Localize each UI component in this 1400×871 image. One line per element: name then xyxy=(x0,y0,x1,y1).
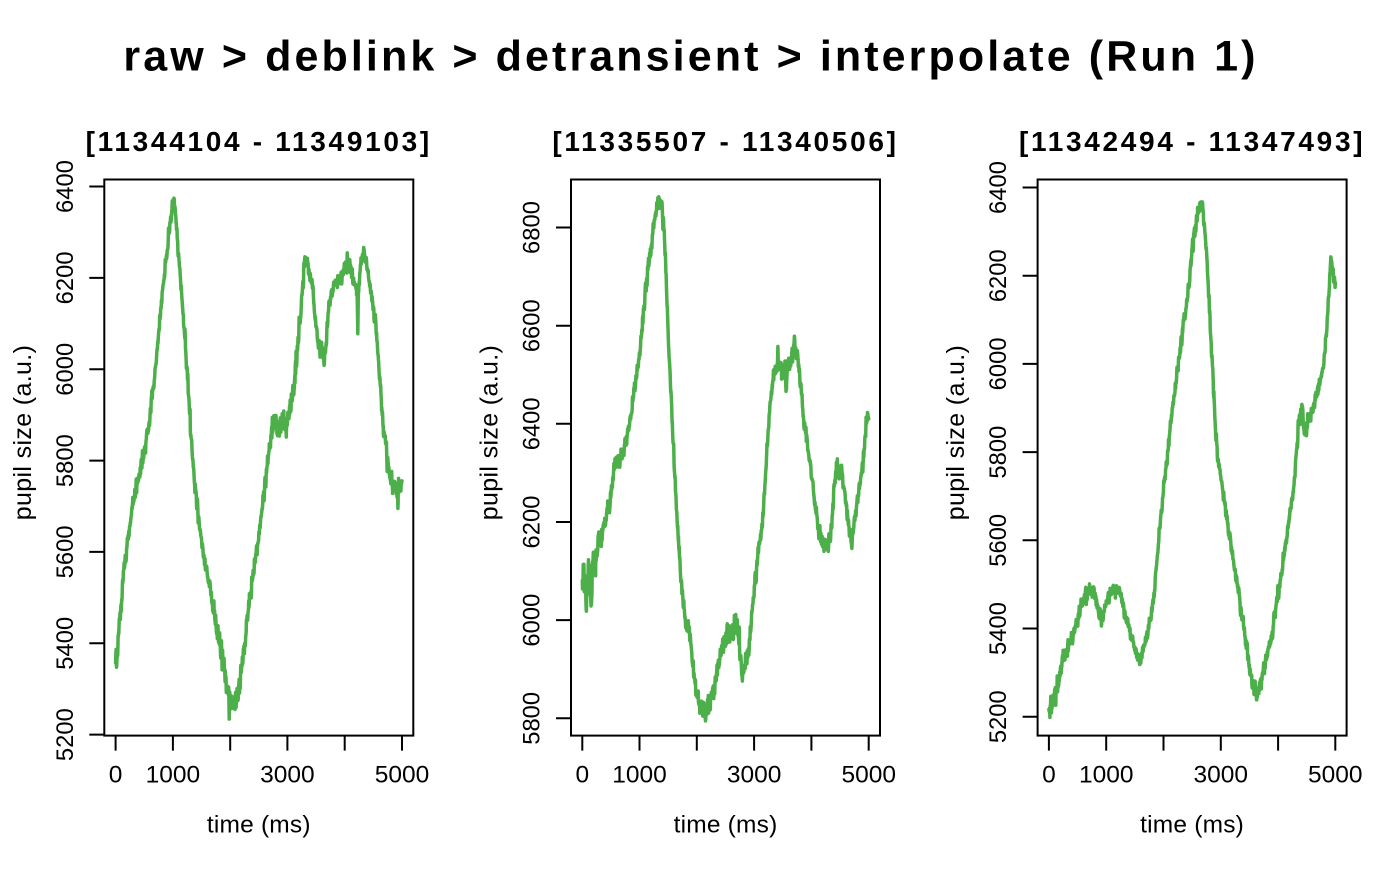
svg-text:5400: 5400 xyxy=(985,602,1012,655)
svg-text:pupil size (a.u.): pupil size (a.u.) xyxy=(942,345,970,520)
svg-text:5000: 5000 xyxy=(375,762,430,789)
svg-text:0: 0 xyxy=(1042,762,1056,789)
svg-text:0: 0 xyxy=(575,762,589,789)
svg-text:[11342494 - 11347493]: [11342494 - 11347493] xyxy=(1019,126,1365,157)
svg-text:[11344104 - 11349103]: [11344104 - 11349103] xyxy=(86,126,432,157)
svg-text:pupil size (a.u.): pupil size (a.u.) xyxy=(9,345,37,520)
svg-text:6000: 6000 xyxy=(985,337,1012,390)
svg-text:time (ms): time (ms) xyxy=(207,811,311,838)
svg-text:6200: 6200 xyxy=(52,251,79,304)
svg-text:time (ms): time (ms) xyxy=(1140,811,1244,838)
svg-text:6400: 6400 xyxy=(985,161,1012,214)
svg-text:6200: 6200 xyxy=(985,249,1012,302)
svg-text:1000: 1000 xyxy=(146,762,201,789)
svg-text:pupil size (a.u.): pupil size (a.u.) xyxy=(476,345,504,520)
svg-text:5200: 5200 xyxy=(985,690,1012,743)
svg-text:6000: 6000 xyxy=(518,594,545,647)
svg-text:5400: 5400 xyxy=(52,617,79,670)
svg-text:3000: 3000 xyxy=(260,762,315,789)
svg-text:5600: 5600 xyxy=(52,525,79,578)
svg-text:1000: 1000 xyxy=(1079,762,1134,789)
svg-text:5800: 5800 xyxy=(518,692,545,745)
svg-text:5000: 5000 xyxy=(841,762,896,789)
svg-text:raw > deblink > detransient >: raw > deblink > detransient > interpolat… xyxy=(123,33,1258,81)
svg-text:1000: 1000 xyxy=(612,762,667,789)
svg-text:5800: 5800 xyxy=(985,426,1012,479)
svg-text:6200: 6200 xyxy=(518,496,545,549)
svg-text:time (ms): time (ms) xyxy=(674,811,778,838)
svg-text:5800: 5800 xyxy=(52,434,79,487)
svg-text:6600: 6600 xyxy=(518,299,545,352)
svg-text:5600: 5600 xyxy=(985,514,1012,567)
svg-text:0: 0 xyxy=(109,762,123,789)
svg-text:3000: 3000 xyxy=(1194,762,1249,789)
svg-text:5000: 5000 xyxy=(1308,762,1363,789)
svg-text:6400: 6400 xyxy=(518,397,545,450)
svg-text:6000: 6000 xyxy=(52,343,79,396)
svg-text:6800: 6800 xyxy=(518,201,545,254)
svg-text:5200: 5200 xyxy=(52,708,79,761)
svg-text:3000: 3000 xyxy=(727,762,782,789)
svg-text:6400: 6400 xyxy=(52,160,79,213)
svg-text:[11335507 - 11340506]: [11335507 - 11340506] xyxy=(552,126,898,157)
